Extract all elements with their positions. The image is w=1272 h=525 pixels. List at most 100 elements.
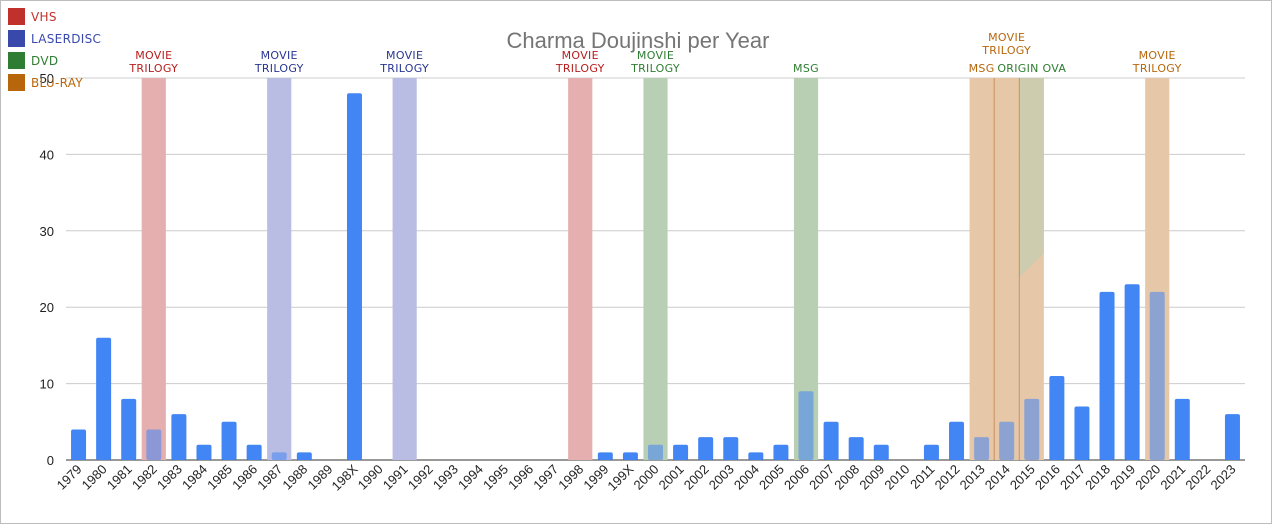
- release-band: [141, 78, 166, 460]
- y-tick-label: 40: [40, 147, 54, 162]
- release-band-tint: [994, 78, 1019, 460]
- annotation-label: TRILOGY: [379, 62, 429, 75]
- x-tick-label: 1984: [179, 462, 210, 493]
- bar-2006: [798, 391, 814, 460]
- annotation-label: MOVIE: [988, 31, 1025, 44]
- bar-2003: [723, 437, 739, 460]
- release-band-overlays: [141, 78, 1170, 460]
- bar-1979: [71, 429, 87, 460]
- bar-1983: [171, 414, 187, 460]
- bar-2007: [823, 421, 839, 460]
- x-tick-label: 1990: [355, 462, 386, 493]
- x-tick-label: 2006: [781, 462, 812, 493]
- release-band-tint: [1019, 78, 1044, 460]
- bar-2001: [673, 444, 689, 460]
- bar-1984: [196, 444, 212, 460]
- bar-1999: [597, 452, 613, 460]
- x-tick-label: 1985: [204, 462, 235, 493]
- x-tick-label: 1980: [79, 462, 110, 493]
- release-band: [392, 78, 417, 460]
- release-band-tint: [1145, 78, 1170, 460]
- legend-label: VHS: [31, 10, 57, 24]
- x-tick-label: 2004: [731, 462, 762, 493]
- x-tick-label: 2016: [1032, 462, 1063, 493]
- bar-199X: [622, 452, 638, 460]
- annotation-label: MOVIE: [386, 49, 423, 62]
- y-tick-label: 0: [47, 453, 54, 468]
- x-tick-label: 2008: [831, 462, 862, 493]
- annotation-label: MSG: [969, 62, 995, 75]
- x-tick-label: 2010: [881, 462, 912, 493]
- x-tick-label: 1997: [530, 462, 561, 493]
- release-band-tint: [141, 78, 166, 460]
- legend-label: DVD: [31, 54, 58, 68]
- bar-2004: [748, 452, 764, 460]
- x-tick-label: 1999: [580, 462, 611, 493]
- x-tick-label: 1992: [405, 462, 436, 493]
- x-tick-label: 2023: [1208, 462, 1239, 493]
- x-tick-label: 2014: [982, 462, 1013, 493]
- x-tick-label: 1986: [229, 462, 260, 493]
- bar-2015: [1024, 398, 1040, 460]
- release-band-tint: [392, 78, 417, 460]
- x-tick-label: 1993: [430, 462, 461, 493]
- annotation-label: TRILOGY: [981, 44, 1031, 57]
- bar-2020: [1149, 291, 1165, 460]
- annotation-label: TRILOGY: [555, 62, 605, 75]
- bar-2002: [698, 437, 714, 460]
- bar-2016: [1049, 375, 1065, 460]
- annotation-label: MOVIE: [562, 49, 599, 62]
- x-tick-label: 2000: [631, 462, 662, 493]
- release-band: [568, 78, 593, 460]
- legend-label: LASERDISC: [31, 32, 101, 46]
- release-band-upper: [1019, 78, 1044, 277]
- annotation-label: MOVIE: [1139, 49, 1176, 62]
- x-tick-label: 1988: [279, 462, 310, 493]
- x-tick-label: 2011: [907, 462, 937, 492]
- x-tick-label: 198X: [329, 461, 361, 493]
- bar-1988: [296, 452, 312, 460]
- legend: VHS LASERDISC DVD BLU-RAY: [8, 8, 101, 91]
- x-tick-label: 2015: [1007, 462, 1038, 493]
- x-tick-label: 2018: [1082, 462, 1113, 493]
- annotation-label: ORIGIN OVA: [997, 62, 1066, 75]
- x-tick-label: 1998: [555, 462, 586, 493]
- bar-2018: [1099, 291, 1115, 460]
- annotation-label: MSG: [793, 62, 819, 75]
- x-tick-label: 2012: [932, 462, 963, 493]
- release-band-tint: [793, 78, 819, 460]
- bar-2000: [648, 444, 663, 460]
- x-tick-label: 2013: [957, 462, 988, 493]
- annotation-label: MOVIE: [261, 49, 298, 62]
- bars: [71, 93, 1240, 460]
- bar-2009: [873, 444, 889, 460]
- x-tick-label: 1995: [480, 462, 511, 493]
- bar-198X: [346, 93, 362, 460]
- x-tick-label: 1981: [104, 462, 135, 493]
- bar-1981: [121, 398, 137, 460]
- bar-2019: [1124, 284, 1140, 460]
- release-band: [267, 78, 292, 460]
- y-tick-label: 30: [40, 224, 54, 239]
- x-tick-label: 2022: [1182, 462, 1213, 493]
- bar-2021: [1174, 398, 1190, 460]
- bar-2012: [949, 421, 965, 460]
- x-tick-label: 199X: [604, 461, 636, 493]
- x-tick-label: 2001: [656, 462, 687, 493]
- annotation-label: TRILOGY: [1132, 62, 1182, 75]
- bar-1982: [146, 429, 162, 460]
- release-band-tint: [568, 78, 593, 460]
- x-tick-label: 2003: [706, 462, 737, 493]
- annotation-label: TRILOGY: [254, 62, 304, 75]
- annotation-label: TRILOGY: [128, 62, 178, 75]
- y-tick-label: 20: [40, 300, 54, 315]
- bar-2011: [923, 444, 939, 460]
- annotation-label: MOVIE: [135, 49, 172, 62]
- y-tick-label: 50: [40, 71, 54, 86]
- x-tick-label: 1994: [455, 462, 486, 493]
- x-tick-label: 2019: [1107, 462, 1138, 493]
- release-band: [994, 78, 1019, 460]
- release-band-tint: [643, 78, 668, 460]
- release-band: [969, 78, 994, 460]
- release-band-tint: [267, 78, 292, 460]
